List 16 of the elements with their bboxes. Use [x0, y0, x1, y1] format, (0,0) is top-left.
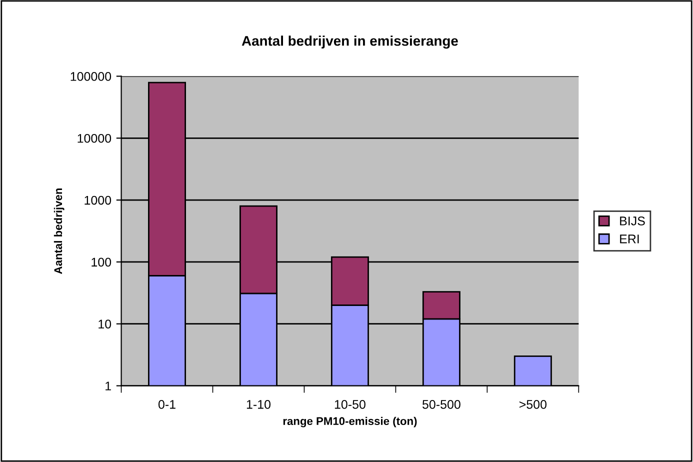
y-tick-label: 1 [106, 382, 111, 390]
y-tick-label: 10 [98, 320, 112, 329]
chart-title: Aantal bedrijven in emissierange [242, 36, 458, 49]
legend-label: ERI [620, 234, 639, 244]
x-axis-title: range PM10-emissie (ton) [283, 416, 417, 428]
y-tick-label: 100000 [70, 72, 112, 81]
y-tick-label: 100 [92, 258, 112, 267]
x-tick-label: 10-50 [334, 400, 366, 409]
x-tick-label: >500 [519, 400, 547, 409]
legend-label: BIJS [620, 216, 645, 226]
x-tick-label: 0-1 [158, 400, 176, 409]
y-axis-title: Aantal bedrijven [54, 188, 64, 274]
x-tick-label: 1-10 [246, 400, 271, 409]
y-tick-label: 1000 [84, 196, 112, 205]
x-tick-label: 50-500 [422, 400, 460, 409]
y-tick-label: 10000 [78, 134, 112, 143]
